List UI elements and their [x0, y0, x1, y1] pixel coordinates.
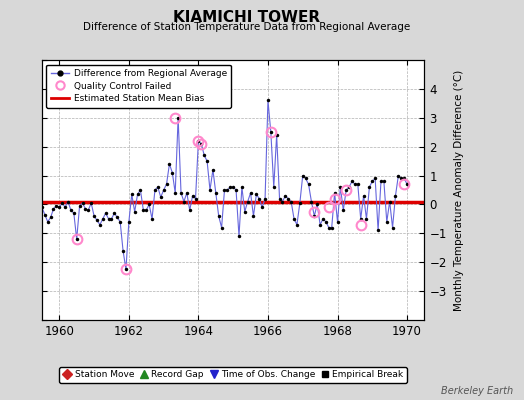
Legend: Station Move, Record Gap, Time of Obs. Change, Empirical Break: Station Move, Record Gap, Time of Obs. C…	[59, 367, 407, 383]
Text: Berkeley Earth: Berkeley Earth	[441, 386, 514, 396]
Text: KIAMICHI TOWER: KIAMICHI TOWER	[173, 10, 320, 25]
Text: Difference of Station Temperature Data from Regional Average: Difference of Station Temperature Data f…	[83, 22, 410, 32]
Y-axis label: Monthly Temperature Anomaly Difference (°C): Monthly Temperature Anomaly Difference (…	[454, 69, 464, 311]
